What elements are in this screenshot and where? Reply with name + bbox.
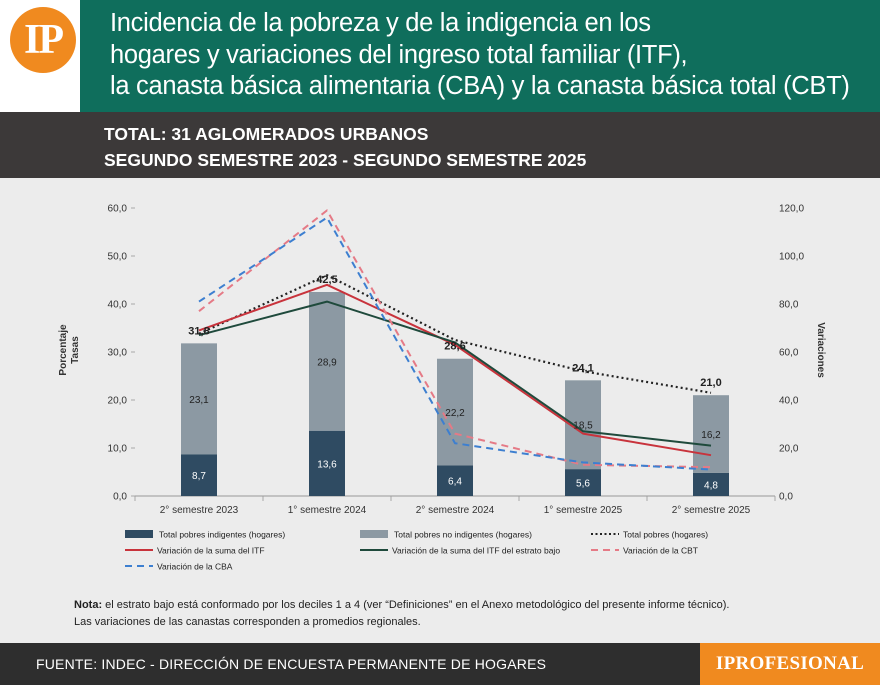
bar-no-indigentes-label: 16,2 [701, 430, 721, 441]
bar-no-indigentes [181, 343, 217, 455]
page-title: Incidencia de la pobreza y de la indigen… [110, 8, 870, 103]
series-line-variaci-n-de-la-suma-del-itf [198, 283, 712, 457]
bar-total-label: 31,8 [188, 325, 209, 337]
legend-label: Variación de la suma del ITF [157, 546, 265, 556]
footnote: Nota: el estrato bajo está conformado po… [74, 597, 874, 631]
x-tick-label: 1° semestre 2025 [544, 505, 623, 516]
poverty-chart: 0,0 10,0 20,0 30,0 40,0 50,0 60,0 0,0 20,0 40,0 60… [58, 204, 826, 572]
y-left-title: Porcentaje [58, 324, 69, 376]
y-right-tick-label: 80,0 [779, 300, 799, 311]
x-tick-label: 2° semestre 2025 [672, 505, 751, 516]
y-left-tick-label: 50,0 [108, 252, 128, 263]
y-left-tick-label: 0,0 [113, 492, 127, 503]
y-right-tick-label: 20,0 [779, 444, 799, 455]
x-tick-label: 2° semestre 2023 [160, 505, 239, 516]
bar-total-label: 28,6 [444, 341, 465, 353]
footnote-text: el estrato bajo está conformado por los … [102, 599, 730, 611]
y-left-tick-label: 30,0 [108, 348, 128, 359]
brand-name: IPROFESIONAL [700, 643, 880, 685]
footnote-line: Las variaciones de las canastas correspo… [74, 616, 421, 628]
bar-no-indigentes-label: 23,1 [189, 395, 209, 406]
title-line: hogares y variaciones del ingreso total … [110, 40, 688, 69]
page-subtitle: TOTAL: 31 AGLOMERADOS URBANOS SEGUNDO SE… [104, 121, 586, 173]
subtitle-band [0, 112, 880, 178]
series-line-variaci-n-de-la-cba [198, 216, 712, 471]
y-right-tick-label: 40,0 [779, 396, 799, 407]
legend-label: Variación de la CBT [623, 546, 698, 556]
y-left-tick-label: 60,0 [108, 204, 128, 215]
y-right-tick-label: 120,0 [779, 204, 804, 215]
y-right-tick-label: 100,0 [779, 252, 804, 263]
bar-no-indigentes [693, 395, 729, 473]
bar-total-label: 21,0 [700, 377, 721, 389]
bar-indigentes-label: 13,6 [317, 459, 337, 470]
footnote-line: Nota: el estrato bajo está conformado po… [74, 597, 874, 614]
y-right-tick-label: 0,0 [779, 492, 793, 503]
y-left-tick-label: 40,0 [108, 300, 128, 311]
bar-no-indigentes-label: 28,9 [317, 357, 337, 368]
header-band [80, 0, 880, 112]
bar-no-indigentes-label: 22,2 [445, 408, 465, 419]
bar-indigentes [437, 465, 473, 496]
bar-indigentes-label: 6,4 [448, 477, 462, 488]
subtitle-line: TOTAL: 31 AGLOMERADOS URBANOS [104, 124, 429, 144]
y-left-tick-label: 20,0 [108, 396, 128, 407]
series-line-variaci-n-de-la-suma-del-itf-del-estrato-bajo [198, 300, 712, 447]
bar-indigentes [309, 430, 345, 496]
source-text: FUENTE: INDEC - DIRECCIÓN DE ENCUESTA PE… [36, 656, 547, 672]
bar-indigentes-label: 5,6 [576, 479, 590, 490]
bar-total-label: 24,1 [572, 362, 593, 374]
series-line-variaci-n-de-la-cbt [198, 209, 712, 469]
brand-logo: IP [10, 7, 76, 73]
legend-label: Variación de la CBA [157, 562, 233, 572]
bar-total-label: 42,5 [316, 274, 337, 286]
bar-no-indigentes-label: 18,5 [573, 421, 593, 432]
y-right-title: Variaciones [815, 322, 826, 378]
x-tick-label: 2° semestre 2024 [416, 505, 495, 516]
footnote-label: Nota: [74, 599, 103, 611]
legend-label: Total pobres (hogares) [623, 530, 708, 540]
bar-indigentes [181, 454, 217, 496]
subtitle-line: SEGUNDO SEMESTRE 2023 - SEGUNDO SEMESTRE… [104, 150, 587, 170]
bar-no-indigentes [309, 292, 345, 431]
header: IP Incidencia de la pobreza y de la indi… [0, 0, 880, 112]
legend-label: Total pobres indigentes (hogares) [159, 530, 285, 540]
bar-indigentes [693, 472, 729, 496]
bar-no-indigentes [437, 358, 473, 466]
bar-indigentes-label: 8,7 [192, 471, 206, 482]
legend-label: Variación de la suma del ITF del estrato… [392, 546, 560, 556]
bar-indigentes [565, 469, 601, 496]
title-line: la canasta básica alimentaria (CBA) y la… [110, 72, 850, 100]
y-left-tick-label: 10,0 [108, 444, 128, 455]
legend-label: Total pobres no indigentes (hogares) [394, 530, 532, 540]
y-right-tick-label: 60,0 [779, 348, 799, 359]
title-line: Incidencia de la pobreza y de la indigen… [110, 9, 651, 37]
legend-swatch [125, 530, 153, 538]
legend-swatch [360, 530, 388, 538]
x-tick-label: 1° semestre 2024 [288, 505, 367, 516]
bar-indigentes-label: 4,8 [704, 480, 718, 491]
y-left-title: Tasas [70, 336, 81, 364]
